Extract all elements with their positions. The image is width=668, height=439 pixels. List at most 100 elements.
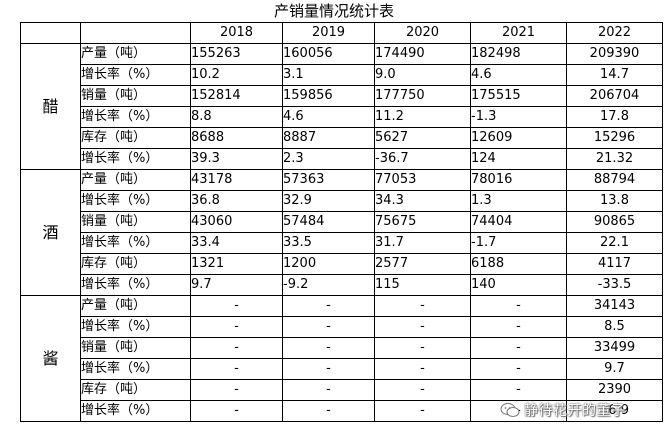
value-cell: - (282, 337, 375, 359)
value-cell: 175515 (470, 85, 567, 107)
value-cell: - (470, 358, 567, 380)
table-row: 增长率（%） 8.8 4.6 11.2 -1.3 17.8 (21, 106, 663, 128)
year-header: 2021 (470, 22, 567, 44)
table-row: 增长率（%） 9.7 -9.2 115 140 -33.5 (21, 274, 663, 296)
year-header: 2022 (566, 22, 663, 44)
table-title: 产销量情况统计表 (273, 2, 394, 20)
value-cell: 31.7 (374, 232, 471, 254)
metric-label: 销量（吨） (80, 85, 191, 107)
value-cell: 11.2 (374, 106, 471, 128)
metric-label: 增长率（%） (80, 64, 191, 86)
table-body: 醋产量（吨） 155263 160056 174490 182498 209390 增长率（… (20, 43, 663, 422)
value-cell: 33499 (566, 337, 663, 359)
value-cell: - (374, 358, 471, 380)
value-cell: 77053 (374, 169, 471, 191)
value-cell: - (282, 358, 375, 380)
value-cell: 43060 (190, 211, 283, 233)
metric-label: 增长率（%） (80, 400, 191, 422)
value-cell: 34143 (566, 295, 663, 317)
table-row: 增长率（%） - - - -36.9 (21, 400, 663, 422)
value-cell: 9.0 (374, 64, 471, 86)
value-cell: - (190, 400, 283, 422)
value-cell: 17.8 (566, 106, 663, 128)
year-header: 2020 (374, 22, 471, 44)
metric-label: 增长率（%） (80, 358, 191, 380)
metric-label: 增长率（%） (80, 232, 191, 254)
table-row: 增长率（%） 39.3 2.3 -36.7 124 21.32 (21, 148, 663, 170)
value-cell: 206704 (566, 85, 663, 107)
value-cell: - (374, 337, 471, 359)
value-cell: 43178 (190, 169, 283, 191)
table-row: 增长率（%） 36.8 32.9 34.3 1.3 13.8 (21, 190, 663, 212)
metric-label: 增长率（%） (80, 316, 191, 338)
value-cell: 155263 (190, 43, 283, 65)
value-cell: 33.5 (282, 232, 375, 254)
value-cell: - (190, 316, 283, 338)
table-row: 醋产量（吨） 155263 160056 174490 182498 209390 (20, 43, 663, 170)
metric-label: 库存（吨） (80, 253, 191, 275)
year-header: 2019 (282, 22, 375, 44)
value-cell: 4117 (566, 253, 663, 275)
metric-label: 产量（吨） (80, 169, 191, 191)
value-cell: 57363 (282, 169, 375, 191)
value-cell: 21.32 (566, 148, 663, 170)
value-cell: - (282, 295, 375, 317)
value-cell: 2577 (374, 253, 471, 275)
value-cell: - (190, 295, 283, 317)
table-row: 销量（吨） - - - -33499 (21, 337, 663, 359)
value-cell: -1.7 (470, 232, 567, 254)
value-cell: 1321 (190, 253, 283, 275)
value-cell: 2.3 (282, 148, 375, 170)
value-cell: 1200 (282, 253, 375, 275)
table-row: 增长率（%） - - - -8.5 (21, 316, 663, 338)
table-row: 增长率（%） 33.4 33.5 31.7 -1.7 22.1 (21, 232, 663, 254)
value-cell: - (374, 400, 471, 422)
group-label: 酱 (20, 295, 81, 422)
metric-label: 产量（吨） (80, 43, 191, 65)
value-cell: 159856 (282, 85, 375, 107)
value-cell: 14.7 (566, 64, 663, 86)
value-cell: -9.2 (282, 274, 375, 296)
header-row: 2018 2019 2020 2021 2022 (20, 22, 663, 44)
group-label: 酒 (20, 169, 81, 296)
value-cell: 8688 (190, 127, 283, 149)
value-cell: - (282, 316, 375, 338)
metric-label: 库存（吨） (80, 379, 191, 401)
value-cell: 36.9 (566, 400, 663, 422)
value-cell: 88794 (566, 169, 663, 191)
value-cell: - (470, 400, 567, 422)
table-row: 库存（吨） 1321 1200 2577 6188 4117 (21, 253, 663, 275)
metric-label: 销量（吨） (80, 211, 191, 233)
value-cell: 4.6 (470, 64, 567, 86)
value-cell: - (470, 316, 567, 338)
metric-label: 库存（吨） (80, 127, 191, 149)
value-cell: 177750 (374, 85, 471, 107)
value-cell: 4.6 (282, 106, 375, 128)
value-cell: 90865 (566, 211, 663, 233)
value-cell: -1.3 (470, 106, 567, 128)
stats-table: 2018 2019 2020 2021 2022 醋产量（吨） 155263 160… (20, 22, 663, 422)
value-cell: 78016 (470, 169, 567, 191)
metric-label: 增长率（%） (80, 148, 191, 170)
table-row: 酒产量（吨） 43178 57363 77053 78016 88794 (20, 169, 663, 296)
value-cell: 32.9 (282, 190, 375, 212)
value-cell: 9.7 (190, 274, 283, 296)
value-cell: 2390 (566, 379, 663, 401)
value-cell: - (470, 295, 567, 317)
value-cell: 6188 (470, 253, 567, 275)
value-cell: 115 (374, 274, 471, 296)
group-label: 醋 (20, 43, 81, 170)
value-cell: - (190, 337, 283, 359)
value-cell: 33.4 (190, 232, 283, 254)
table-row: 销量（吨） 152814 159856 177750 175515 206704 (21, 85, 663, 107)
value-cell: 12609 (470, 127, 567, 149)
value-cell: 8887 (282, 127, 375, 149)
value-cell: 140 (470, 274, 567, 296)
value-cell: -36.7 (374, 148, 471, 170)
value-cell: 174490 (374, 43, 471, 65)
value-cell: 22.1 (566, 232, 663, 254)
value-cell: 75675 (374, 211, 471, 233)
value-cell: 3.1 (282, 64, 375, 86)
value-cell: - (282, 400, 375, 422)
value-cell: - (282, 379, 375, 401)
